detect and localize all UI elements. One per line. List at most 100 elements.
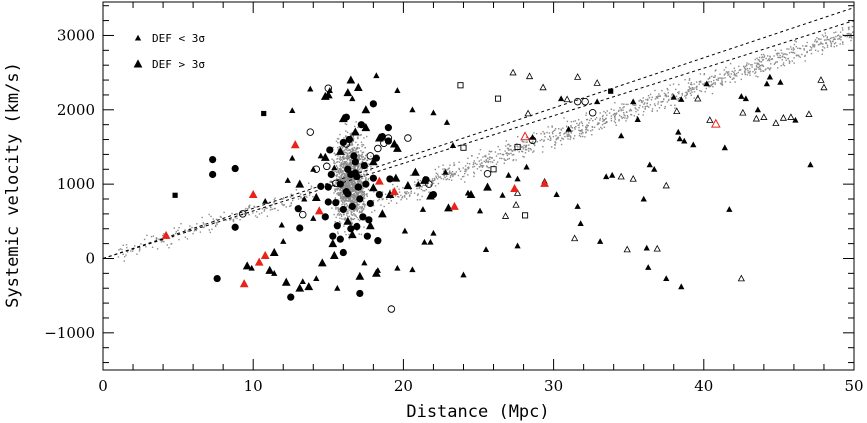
- background-galaxy-dot: [363, 191, 366, 193]
- background-galaxy-dot: [622, 116, 624, 119]
- galaxy-small-triangle: [681, 137, 688, 144]
- galaxy-filled-circle: [324, 198, 332, 206]
- background-galaxy-dot: [348, 238, 351, 240]
- background-galaxy-dot: [350, 210, 352, 212]
- background-galaxy-dot: [484, 155, 486, 157]
- background-galaxy-dot: [346, 179, 349, 181]
- background-galaxy-dot: [360, 155, 363, 158]
- background-galaxy-dot: [359, 194, 362, 196]
- background-galaxy-dot: [467, 166, 469, 169]
- background-galaxy-dot: [355, 189, 357, 191]
- background-galaxy-dot: [443, 174, 445, 177]
- background-galaxy-dot: [581, 133, 583, 135]
- background-galaxy-dot: [792, 47, 794, 49]
- background-galaxy-dot: [440, 177, 442, 180]
- background-galaxy-dot: [850, 36, 852, 38]
- galaxy-small-triangle: [430, 229, 437, 236]
- background-galaxy-dot: [747, 69, 749, 72]
- background-galaxy-dot: [354, 180, 356, 182]
- galaxy-small-triangle: [299, 278, 306, 285]
- background-galaxy-dot: [674, 107, 676, 109]
- background-galaxy-dot: [651, 96, 653, 98]
- background-galaxy-dot: [637, 113, 640, 116]
- background-galaxy-dot: [350, 165, 352, 167]
- background-galaxy-dot: [445, 179, 447, 181]
- background-galaxy-dot: [346, 200, 348, 202]
- background-galaxy-dot: [779, 54, 781, 57]
- background-galaxy-dot: [687, 82, 690, 84]
- background-galaxy-dot: [349, 224, 351, 226]
- background-galaxy-dot: [347, 164, 349, 166]
- background-galaxy-dot: [209, 231, 211, 234]
- background-galaxy-dot: [664, 95, 666, 97]
- background-galaxy-dot: [760, 68, 762, 71]
- background-galaxy-dot: [389, 197, 392, 200]
- background-galaxy-dot: [602, 120, 604, 122]
- background-galaxy-dot: [340, 167, 342, 169]
- galaxy-small-triangle: [280, 238, 287, 244]
- background-galaxy-dot: [352, 214, 354, 216]
- background-galaxy-dot: [847, 33, 849, 35]
- background-galaxy-dot: [589, 119, 591, 122]
- background-galaxy-dot: [340, 163, 342, 166]
- background-galaxy-dot: [644, 108, 646, 110]
- background-galaxy-dot: [480, 169, 482, 172]
- background-galaxy-dot: [359, 179, 361, 181]
- background-galaxy-dot: [838, 38, 840, 40]
- background-galaxy-dot: [564, 132, 566, 134]
- background-galaxy-dot: [189, 225, 191, 227]
- background-galaxy-dot: [821, 43, 823, 45]
- background-galaxy-dot: [803, 48, 805, 50]
- galaxy-open-circle: [387, 305, 396, 313]
- background-galaxy-dot: [615, 113, 617, 115]
- galaxy-small-triangle: [670, 93, 677, 100]
- background-galaxy-dot: [448, 167, 450, 169]
- background-galaxy-dot: [839, 31, 842, 33]
- background-galaxy-dot: [348, 178, 350, 181]
- background-galaxy-dot: [610, 115, 613, 117]
- background-galaxy-dot: [163, 241, 165, 243]
- background-galaxy-dot: [528, 147, 530, 150]
- background-galaxy-dot: [355, 196, 358, 198]
- background-galaxy-dot: [512, 159, 515, 161]
- galaxy-large-triangle: [420, 175, 429, 184]
- background-galaxy-dot: [542, 131, 544, 133]
- background-galaxy-dot: [554, 144, 556, 146]
- galaxy-open-circle: [332, 179, 340, 188]
- background-galaxy-dot: [450, 172, 452, 174]
- galaxy-small-triangle: [609, 171, 616, 178]
- background-galaxy-dot: [355, 148, 358, 150]
- background-galaxy-dot: [256, 211, 258, 213]
- background-galaxy-dot: [620, 109, 622, 112]
- galaxy-filled-circle: [339, 248, 347, 257]
- plot-frame: [102, 1, 855, 371]
- background-galaxy-dot: [343, 183, 345, 185]
- background-galaxy-dot: [367, 178, 370, 180]
- background-galaxy-dot: [349, 197, 352, 199]
- background-galaxy-dot: [784, 53, 787, 55]
- background-galaxy-dot: [334, 198, 337, 200]
- background-galaxy-dot: [346, 147, 349, 149]
- background-galaxy-dot: [809, 49, 811, 51]
- background-galaxy-dot: [639, 104, 641, 107]
- background-galaxy-dot: [354, 125, 356, 128]
- background-galaxy-dot: [282, 204, 284, 206]
- background-galaxy-dot: [818, 38, 820, 41]
- background-galaxy-dot: [350, 159, 352, 161]
- background-galaxy-dot: [352, 197, 354, 199]
- background-galaxy-dot: [754, 69, 756, 71]
- background-galaxy-dot: [434, 179, 436, 181]
- background-galaxy-dot: [353, 180, 355, 182]
- background-galaxy-dot: [495, 155, 498, 157]
- background-galaxy-dot: [677, 99, 679, 102]
- background-galaxy-dot: [571, 130, 574, 132]
- background-galaxy-dot: [341, 218, 343, 220]
- background-galaxy-dot: [348, 186, 350, 188]
- background-galaxy-dot: [335, 182, 337, 184]
- background-galaxy-dot: [442, 168, 444, 170]
- background-galaxy-dot: [345, 157, 347, 159]
- background-galaxy-dot: [364, 175, 366, 177]
- galaxy-large-triangle: [254, 257, 264, 266]
- background-galaxy-dot: [351, 211, 353, 213]
- background-galaxy-dot: [347, 216, 349, 218]
